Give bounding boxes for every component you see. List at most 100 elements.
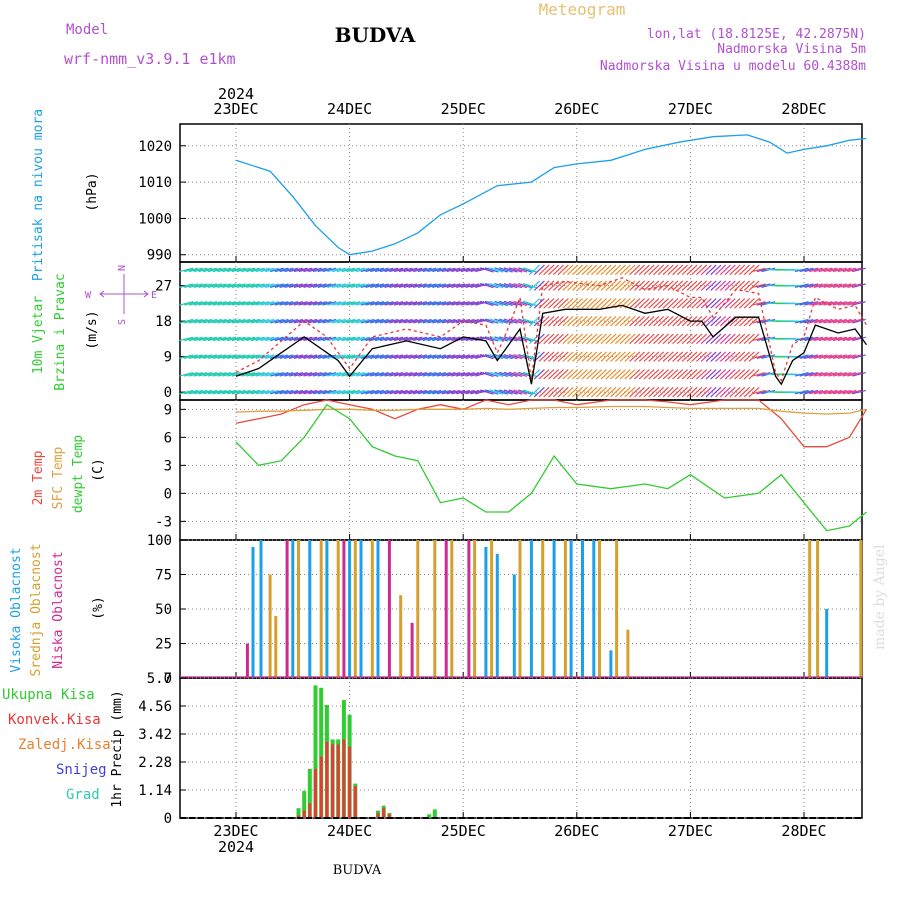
wind-barb <box>748 280 760 291</box>
wind-barb <box>586 315 598 327</box>
wind-barb <box>643 351 655 362</box>
wind-barb <box>700 280 712 291</box>
wind-barb <box>619 298 631 309</box>
wind-barb <box>600 298 612 309</box>
cloud-bar <box>291 540 295 678</box>
y-tick-label: 3.42 <box>138 727 172 743</box>
wind-barb <box>794 318 809 324</box>
wind-barb <box>198 301 213 306</box>
cloud-bar <box>370 540 374 678</box>
wind-barb <box>413 318 427 324</box>
wind-barb <box>513 371 528 377</box>
wind-barb <box>398 301 413 306</box>
wind-barb <box>586 351 598 362</box>
wind-unit: (m/s) <box>85 310 100 349</box>
wind-barb <box>748 369 760 380</box>
wind-barb <box>581 369 593 380</box>
wind-barb <box>662 264 674 276</box>
wind-barb <box>724 264 736 276</box>
wind-barb <box>289 318 303 324</box>
wind-barb <box>676 351 689 362</box>
wind-barb <box>590 315 603 327</box>
wind-barb <box>605 298 617 309</box>
cloud-bar <box>274 615 278 678</box>
wind-barb <box>436 301 451 306</box>
wind-barb <box>557 333 569 345</box>
wind-barb <box>499 371 513 377</box>
wind-barb <box>403 389 418 395</box>
wind-barb <box>715 315 727 327</box>
station-title: BUDVA <box>335 23 416 47</box>
wind-barb <box>581 264 593 276</box>
wind-barb <box>710 264 722 276</box>
pressure-unit: (hPa) <box>85 172 100 211</box>
wind-barb <box>548 386 560 398</box>
wind-barb <box>799 372 814 377</box>
wind-barb <box>303 372 318 377</box>
wind-barb <box>823 389 838 395</box>
wind-barb <box>327 318 342 324</box>
wind-barb <box>446 318 461 324</box>
wind-barb <box>847 301 862 306</box>
wind-barb <box>293 301 308 306</box>
wind-barb <box>198 283 213 288</box>
wind-barb <box>734 333 746 345</box>
wind-barb <box>246 301 260 306</box>
wind-barb <box>207 372 222 377</box>
model-altitude-text: Nadmorska Visina u modelu 60.4388m <box>600 59 866 74</box>
wind-barb <box>548 298 560 309</box>
wind-barb <box>198 267 213 273</box>
wind-barb <box>203 354 218 359</box>
wind-barb <box>417 283 432 288</box>
wind-barb <box>227 267 241 273</box>
wind-barb <box>427 389 442 395</box>
wind-barb <box>327 389 342 395</box>
wind-barb <box>217 283 232 288</box>
precip-bar <box>348 746 352 818</box>
wind-barb <box>265 283 280 288</box>
wind-barb <box>312 336 327 342</box>
wind-barb <box>374 336 389 342</box>
wind-barb <box>614 369 626 380</box>
wind-barb <box>479 354 494 360</box>
wind-barb <box>724 280 736 291</box>
wind-barb <box>832 336 847 342</box>
wind-barb <box>852 372 866 377</box>
wind-barb <box>557 280 569 291</box>
wind-barb <box>828 389 843 395</box>
wind-barb <box>686 280 698 291</box>
wind-barb <box>543 369 555 380</box>
wind-barb <box>222 336 237 342</box>
wind-barb <box>379 389 394 395</box>
wind-barb <box>715 333 727 345</box>
cloud-bar <box>592 540 596 678</box>
wind-barb <box>336 389 351 395</box>
wind-barb <box>331 336 346 342</box>
wind-barb <box>427 372 442 377</box>
wind-barb <box>327 336 342 342</box>
wind-barb <box>322 354 337 359</box>
wind-barb <box>384 267 399 273</box>
wind-barb <box>203 336 218 342</box>
wind-barb <box>179 389 194 395</box>
wind-barb <box>719 386 731 398</box>
wind-barb <box>460 336 475 342</box>
cloud-bar <box>325 540 329 678</box>
wind-barb <box>847 318 862 324</box>
wind-barb <box>432 318 447 324</box>
y-tick-label: 18 <box>155 314 172 330</box>
year-bottom: 2024 <box>218 838 254 856</box>
wind-barb <box>336 283 351 288</box>
wind-barb <box>691 386 703 398</box>
wind-barb <box>188 318 203 324</box>
wind-barb <box>533 280 545 291</box>
wind-barb <box>847 389 862 395</box>
wind-barb <box>676 386 689 398</box>
wind-barb <box>548 264 560 276</box>
wind-barb <box>576 369 588 380</box>
wind-barb <box>710 386 722 398</box>
wind-barb <box>336 267 351 273</box>
wind-barb <box>279 301 294 306</box>
wind-barb <box>710 298 722 309</box>
wind-barb <box>403 283 418 288</box>
